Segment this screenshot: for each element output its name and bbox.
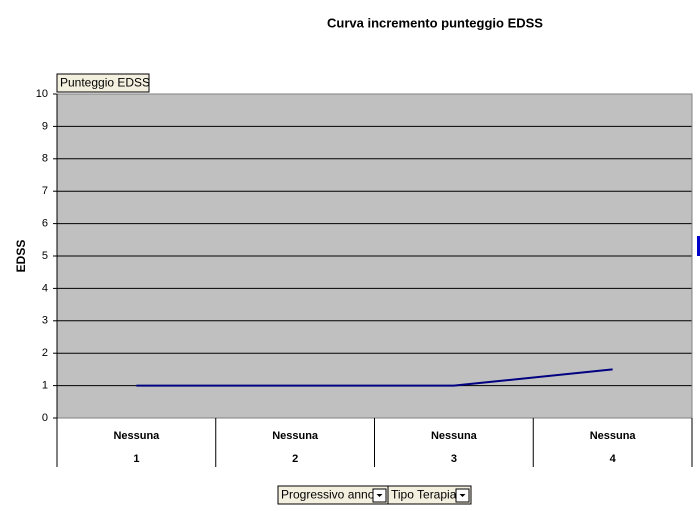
field-button-label: Tipo Terapia (391, 488, 457, 502)
y-tick-label: 5 (42, 250, 48, 262)
y-tick-label: 9 (42, 120, 48, 132)
y-tick-label: 0 (42, 412, 48, 424)
category-group-label: Nessuna (431, 430, 478, 442)
data-line (136, 368, 613, 387)
chart-title: Curva incremento punteggio EDSS (327, 15, 543, 30)
y-axis-label: EDSS (14, 240, 28, 273)
category-group-label: Nessuna (113, 430, 160, 442)
x-tick-label: 1 (133, 453, 139, 465)
field-button[interactable] (387, 485, 472, 505)
dropdown-arrow (459, 494, 466, 497)
y-tick-label: 1 (42, 380, 48, 392)
category-group-label: Nessuna (590, 430, 637, 442)
category-group-label: Nessuna (272, 430, 319, 442)
y-tick-label: 7 (42, 185, 48, 197)
x-tick-label: 3 (451, 453, 457, 465)
x-tick-label: 4 (610, 453, 617, 465)
y-tick-label: 2 (42, 347, 48, 359)
y-tick-label: 6 (42, 218, 48, 230)
y-tick-label: 4 (42, 282, 48, 294)
y-tick-label: 8 (42, 153, 48, 165)
x-tick-label: 2 (292, 453, 298, 465)
y-tick-label: 3 (42, 315, 48, 327)
y-tick-label: 10 (36, 88, 48, 100)
legend-edge (697, 236, 700, 256)
field-button[interactable] (56, 73, 150, 93)
field-button-label: Progressivo anno (281, 488, 375, 502)
field-button-label: Punteggio EDSS (60, 76, 150, 90)
dropdown-arrow (376, 494, 383, 497)
